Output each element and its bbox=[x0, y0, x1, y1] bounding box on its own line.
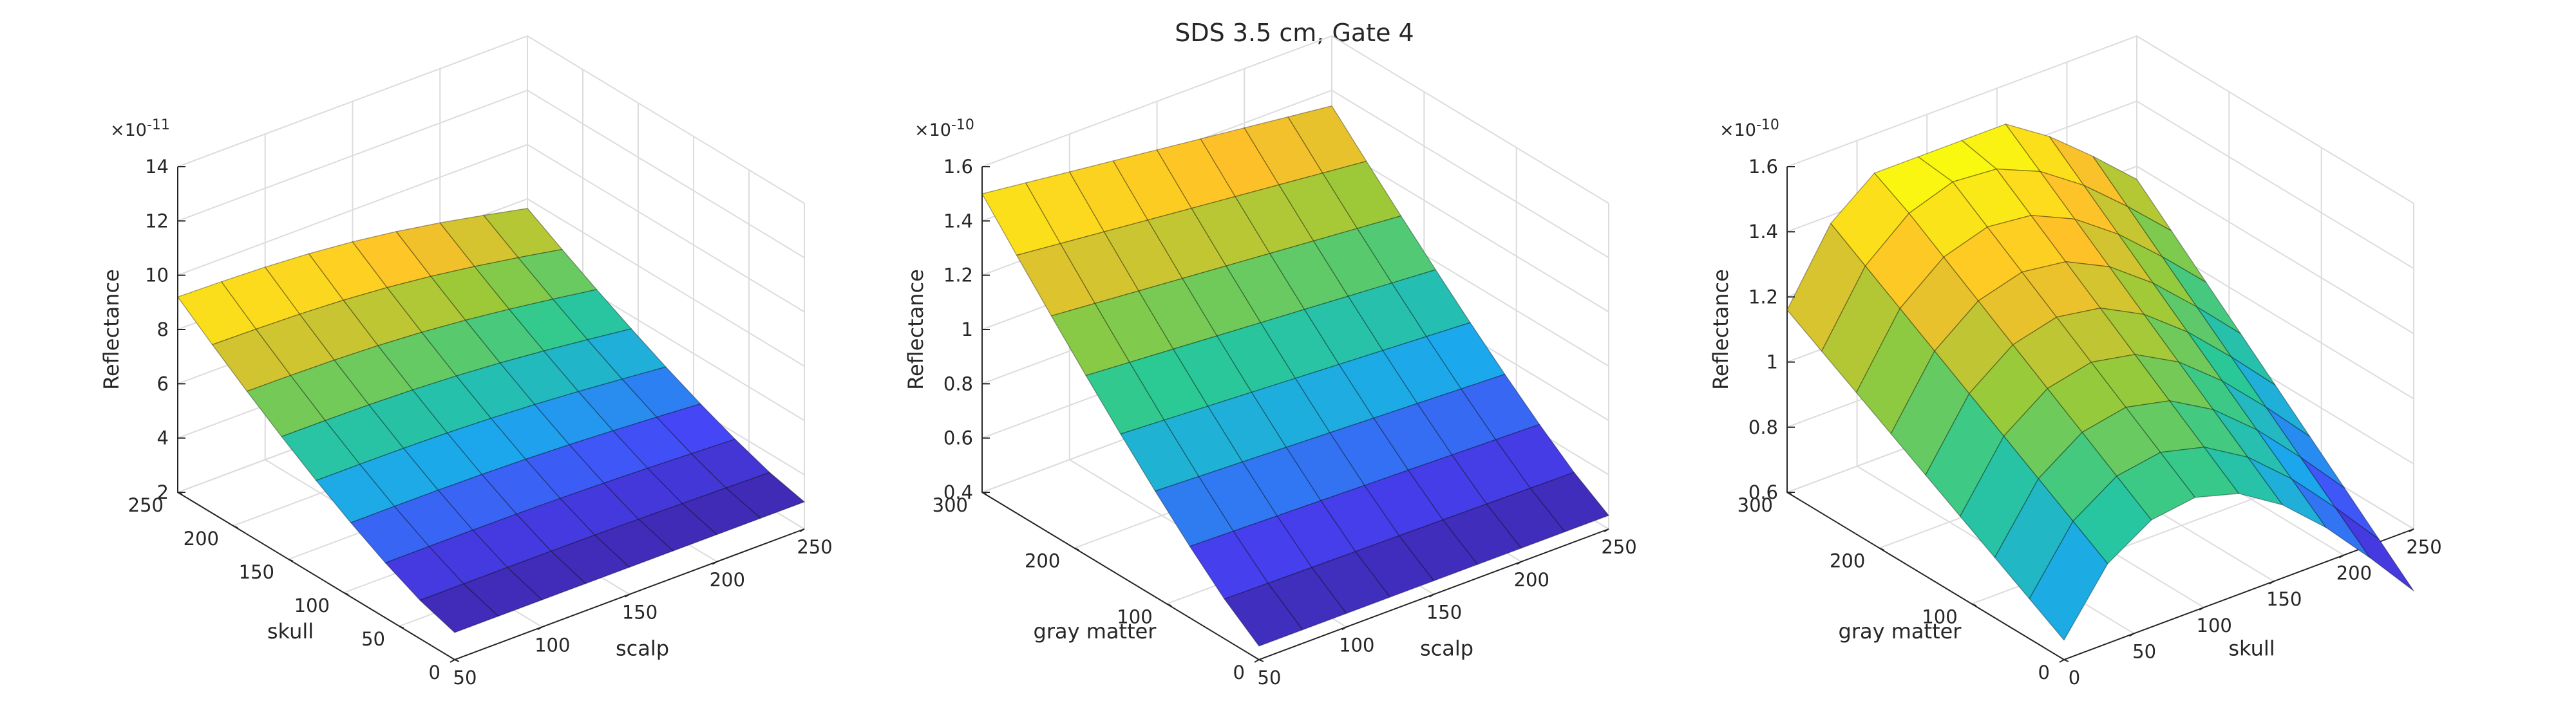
z-tick-label: 12 bbox=[145, 210, 169, 232]
z-axis-ticks: 0.4 0.6 0.8 1 1.2 1.4 1.6 bbox=[943, 156, 990, 503]
x-tick-label: 0 bbox=[2069, 667, 2080, 689]
z-tick-label: 4 bbox=[157, 427, 169, 449]
surface-facet bbox=[2196, 306, 2276, 386]
surface-facet bbox=[1356, 215, 1436, 284]
x-tick-label: 250 bbox=[1601, 536, 1636, 558]
z-tick-label: 0.6 bbox=[943, 427, 973, 449]
y-tick-label: 150 bbox=[239, 561, 274, 583]
x-axis-label: scalp bbox=[616, 636, 669, 661]
x-axis-label: scalp bbox=[1420, 636, 1473, 661]
x-tick-label: 200 bbox=[710, 569, 745, 591]
y-tick-label: 300 bbox=[1738, 494, 1773, 516]
x-axis-label: skull bbox=[2228, 636, 2275, 661]
x-tick-label: 250 bbox=[2406, 536, 2441, 558]
z-tick-label: 2 bbox=[157, 481, 169, 503]
surface-facet bbox=[725, 472, 805, 519]
z-tick-label: 0.8 bbox=[943, 373, 973, 394]
z-tick-label: 8 bbox=[157, 319, 169, 340]
y-tick-label: 200 bbox=[184, 528, 219, 550]
surface-facet bbox=[2300, 457, 2380, 540]
subplots: 501001502002500501001502002502468101214×… bbox=[99, 35, 2442, 689]
z-axis-label: Reflectance bbox=[904, 269, 928, 390]
y-tick-label: 0 bbox=[429, 662, 440, 683]
x-tick-label: 150 bbox=[2266, 588, 2302, 610]
surface-facet bbox=[2334, 507, 2414, 591]
surface-facet bbox=[1530, 472, 1609, 532]
y-tick-label: 100 bbox=[1922, 606, 1957, 627]
z-tick-label: 14 bbox=[145, 156, 169, 178]
x-tick-label: 150 bbox=[622, 602, 658, 624]
surface-facet bbox=[656, 403, 736, 454]
figure-title: SDS 3.5 cm, Gate 4 bbox=[1175, 19, 1414, 47]
x-tick-label: 50 bbox=[1258, 667, 1282, 689]
y-axis-label: skull bbox=[267, 619, 314, 644]
y-tick-label: 50 bbox=[361, 628, 385, 650]
surface-facet bbox=[483, 208, 563, 259]
z-axis-label: Reflectance bbox=[99, 269, 124, 390]
y-axis-label: gray matter bbox=[1034, 619, 1157, 644]
y-tick-label: 100 bbox=[1117, 606, 1152, 627]
z-tick-label: 10 bbox=[145, 265, 169, 286]
y-tick-label: 200 bbox=[1830, 550, 1865, 572]
surface-facet bbox=[1391, 269, 1471, 337]
x-axis-ticks: 50 100 150 200 250 bbox=[450, 528, 833, 689]
surface-facet bbox=[587, 328, 667, 380]
y-tick-label: 100 bbox=[294, 595, 330, 617]
surface-facet bbox=[1287, 105, 1367, 174]
z-exponent: ×10-10 bbox=[914, 117, 974, 140]
z-tick-label: 1.2 bbox=[1748, 286, 1778, 308]
x-tick-label: 150 bbox=[1426, 602, 1462, 624]
y-tick-label: 200 bbox=[1025, 550, 1060, 572]
x-axis-ticks: 0 50 100 150 200 250 bbox=[2059, 528, 2442, 689]
x-tick-label: 50 bbox=[453, 667, 477, 689]
z-tick-label: 0.6 bbox=[1748, 481, 1778, 503]
z-tick-label: 1.2 bbox=[943, 265, 973, 286]
x-tick-label: 100 bbox=[535, 634, 570, 656]
y-axis-label: gray matter bbox=[1839, 619, 1962, 644]
surface bbox=[1786, 124, 2414, 641]
surface bbox=[177, 208, 805, 633]
subplot-1: 501001502002500501001502002502468101214×… bbox=[99, 35, 833, 689]
z-exponent: ×10-11 bbox=[110, 117, 170, 140]
z-tick-label: 0.8 bbox=[1748, 416, 1778, 438]
z-tick-label: 0.4 bbox=[943, 481, 973, 503]
z-tick-label: 1.4 bbox=[1748, 221, 1778, 243]
x-tick-label: 200 bbox=[2336, 562, 2372, 584]
z-tick-label: 1.4 bbox=[943, 210, 973, 232]
z-tick-label: 1.6 bbox=[1748, 156, 1778, 178]
z-tick-label: 1 bbox=[961, 319, 973, 340]
y-axis-ticks: 0 100 200 300 bbox=[1738, 492, 2069, 683]
y-axis-ticks: 0 100 200 300 bbox=[933, 492, 1264, 683]
z-tick-label: 6 bbox=[157, 373, 169, 394]
x-tick-label: 100 bbox=[1339, 634, 1374, 656]
z-tick-label: 1.6 bbox=[943, 156, 973, 178]
x-tick-label: 200 bbox=[1514, 569, 1549, 591]
axis-box bbox=[1786, 167, 2414, 661]
y-tick-label: 0 bbox=[1233, 662, 1245, 683]
z-exponent: ×10-10 bbox=[1719, 117, 1779, 140]
x-tick-label: 50 bbox=[2132, 640, 2156, 662]
x-axis-ticks: 50 100 150 200 250 bbox=[1254, 528, 1637, 689]
z-axis-label: Reflectance bbox=[1709, 269, 1733, 390]
y-tick-label: 300 bbox=[933, 494, 968, 516]
z-tick-label: 1 bbox=[1766, 351, 1778, 373]
y-tick-label: 250 bbox=[128, 494, 164, 516]
y-axis-ticks: 0 50 100 150 200 250 bbox=[128, 492, 460, 683]
y-tick-label: 0 bbox=[2038, 662, 2050, 683]
z-axis-ticks: 0.6 0.8 1 1.2 1.4 1.6 bbox=[1748, 156, 1795, 503]
x-tick-label: 250 bbox=[797, 536, 832, 558]
surface bbox=[981, 105, 1609, 647]
z-axis-ticks: 2 4 6 8 10 12 14 bbox=[145, 156, 185, 503]
surface-facet bbox=[2127, 206, 2207, 283]
x-tick-label: 100 bbox=[2197, 615, 2232, 636]
surface-facet bbox=[552, 289, 632, 340]
